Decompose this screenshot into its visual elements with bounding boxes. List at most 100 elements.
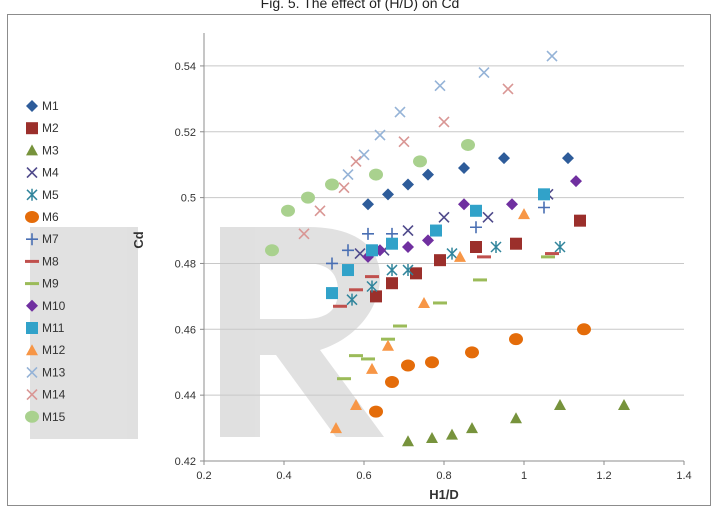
- data-point-m7: [470, 221, 482, 234]
- data-point-m7: [538, 201, 550, 214]
- data-point-m3: [554, 399, 566, 411]
- data-point-m14: [298, 228, 310, 240]
- legend-marker-m9: [25, 282, 39, 286]
- x-tick-label: 0.6: [356, 470, 371, 482]
- data-point-m5: [446, 247, 458, 260]
- data-point-m1: [562, 152, 574, 165]
- chart-area: 0.42 0.44 0.46 0.48 0.5 0.52 0.54 0.2 0.4 0.6 0.8 1…: [7, 14, 711, 506]
- x-tick-label: 1: [521, 470, 527, 482]
- data-point-m15: [265, 244, 279, 257]
- data-point-m6: [369, 405, 383, 418]
- legend-item-m8: M8: [25, 254, 59, 268]
- data-point-m10: [422, 234, 434, 247]
- data-point-m2: [410, 267, 422, 280]
- data-point-m9: [349, 354, 363, 358]
- data-point-m15: [301, 191, 315, 204]
- data-point-m2: [434, 254, 446, 267]
- data-point-m12: [350, 399, 362, 411]
- watermark-er: [30, 227, 384, 439]
- legend-label: M15: [42, 410, 66, 424]
- data-point-m2: [510, 237, 522, 250]
- data-point-m8: [365, 275, 379, 279]
- tick-labels: 0.42 0.44 0.46 0.48 0.5 0.52 0.54 0.2 0.4 0.6 0.8 1…: [175, 61, 692, 482]
- data-point-m1: [498, 152, 510, 165]
- data-point-m1: [422, 168, 434, 181]
- legend-label: M11: [42, 321, 65, 335]
- data-point-m12: [418, 296, 430, 308]
- y-tick-label: 0.52: [175, 127, 196, 139]
- data-point-m11: [366, 244, 378, 257]
- data-point-m12: [518, 208, 530, 220]
- legend-marker-m5: [26, 188, 38, 201]
- data-point-m9: [337, 377, 351, 381]
- data-point-m6: [577, 323, 591, 336]
- y-tick-label: 0.44: [175, 390, 196, 402]
- data-point-m14: [314, 205, 326, 217]
- data-point-m3: [510, 412, 522, 424]
- x-tick-label: 0.4: [276, 470, 291, 482]
- data-point-m9: [393, 324, 407, 328]
- data-point-m8: [349, 288, 363, 292]
- data-point-m1: [402, 178, 414, 191]
- data-point-m2: [370, 290, 382, 303]
- data-point-m14: [350, 155, 362, 167]
- legend-label: M14: [42, 388, 66, 402]
- legend-item-m14: M14: [26, 388, 66, 402]
- legend-item-m15: M15: [25, 410, 66, 424]
- data-point-m1: [362, 198, 374, 211]
- legend-marker-m4: [26, 167, 38, 179]
- legend-marker-m1: [26, 100, 38, 112]
- data-point-m3: [618, 399, 630, 411]
- data-point-m5: [554, 241, 566, 253]
- data-point-m14: [438, 116, 450, 128]
- data-point-m13: [434, 80, 446, 92]
- data-point-m6: [509, 333, 523, 346]
- data-point-m12: [382, 339, 394, 351]
- data-point-m8: [477, 255, 491, 259]
- legend-item-m3: M3: [26, 143, 59, 157]
- x-axis-title: H1/D: [429, 487, 459, 502]
- legend-label: M12: [42, 343, 66, 357]
- data-point-m6: [425, 356, 439, 369]
- data-point-m10: [570, 175, 582, 188]
- data-point-m11: [386, 237, 398, 250]
- legend-item-m1: M1: [26, 99, 59, 113]
- legend-label: M5: [42, 188, 59, 202]
- legend-marker-m10: [26, 299, 38, 312]
- figure-title: Fig. 5. The effect of (H/D) on Cd: [260, 0, 460, 11]
- data-point-m5: [490, 241, 502, 253]
- data-point-m3: [466, 422, 478, 434]
- legend-marker-m15: [25, 410, 39, 423]
- y-tick-label: 0.46: [175, 324, 196, 336]
- data-point-m5: [366, 280, 378, 293]
- legend-label: M8: [42, 254, 59, 268]
- legend-item-m5: M5: [26, 188, 59, 202]
- legend-label: M10: [42, 299, 66, 313]
- data-point-m10: [506, 198, 518, 211]
- legend-marker-m12: [26, 344, 38, 356]
- legend-marker-m8: [25, 259, 39, 263]
- data-point-m9: [473, 278, 487, 282]
- y-tick-label: 0.42: [175, 456, 196, 468]
- legend-label: M7: [42, 232, 59, 246]
- legend-item-m4: M4: [26, 166, 59, 180]
- data-point-m14: [338, 182, 350, 194]
- data-point-m11: [470, 204, 482, 217]
- data-point-m15: [281, 204, 295, 217]
- data-point-m12: [366, 362, 378, 374]
- legend-item-m6: M6: [25, 210, 59, 224]
- legend-item-m11: M11: [26, 321, 65, 335]
- data-point-m11: [326, 287, 338, 300]
- legend-label: M9: [42, 277, 59, 291]
- data-point-m15: [413, 155, 427, 168]
- data-point-m15: [369, 168, 383, 181]
- y-tick-label: 0.54: [175, 61, 196, 73]
- legend-label: M6: [42, 210, 59, 224]
- data-point-m10: [402, 241, 414, 253]
- data-point-m2: [470, 241, 482, 253]
- data-point-m15: [325, 178, 339, 191]
- data-point-m12: [454, 250, 466, 262]
- data-point-m3: [446, 428, 458, 440]
- data-point-m13: [478, 66, 490, 79]
- data-point-m15: [461, 138, 475, 151]
